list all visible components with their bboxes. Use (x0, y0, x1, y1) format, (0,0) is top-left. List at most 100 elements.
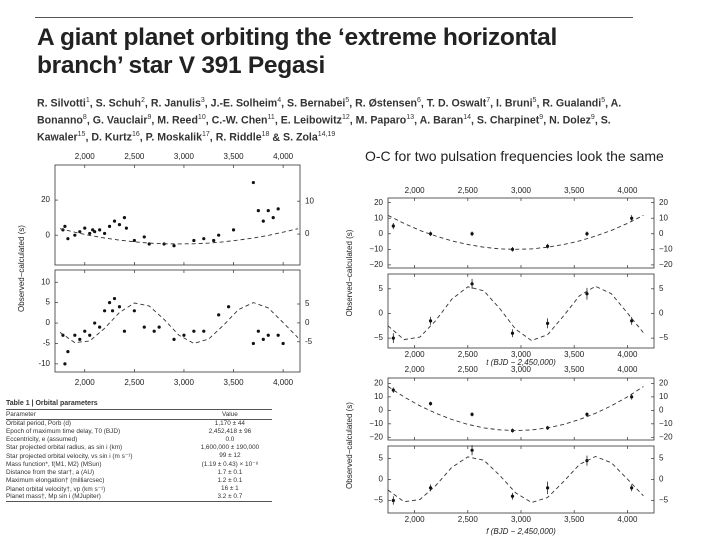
x-tick-label: 4,000 (617, 350, 638, 359)
y2-tick-label: −10 (659, 419, 673, 428)
data-point (98, 228, 102, 232)
author-name: A. Baran (419, 114, 464, 127)
author-name: E. Leibowitz (280, 114, 342, 127)
affiliation: 10 (197, 114, 206, 122)
separator: , (543, 114, 547, 127)
data-point (470, 412, 474, 416)
y-tick-label: −5 (374, 496, 384, 505)
x-tick-label: 3,000 (174, 152, 195, 161)
table-cell: (1.19 ± 0.43) × 10⁻⁸ (201, 461, 259, 469)
data-point (83, 226, 87, 230)
data-point (585, 232, 589, 236)
data-point (256, 209, 260, 213)
data-point (98, 325, 102, 329)
y-tick-label: −5 (374, 333, 384, 342)
data-point (172, 244, 176, 248)
data-point (391, 388, 395, 392)
y-tick-label: 0 (379, 405, 384, 414)
data-point (88, 333, 92, 337)
y-axis-label: Observed−calculated (s) (345, 402, 354, 489)
affiliation: 4 (277, 97, 282, 104)
x-tick-label: 3,000 (511, 350, 532, 359)
y2-tick-label: 20 (659, 379, 668, 388)
affiliation: 9 (590, 114, 595, 122)
data-point (226, 305, 231, 309)
data-point (152, 329, 156, 333)
data-point (122, 216, 127, 220)
data-point (630, 395, 634, 399)
authors: R. Silvotti1, S. Schuh2, R. Janulis3, J.… (37, 94, 637, 145)
y-tick-label: 0 (379, 229, 384, 238)
data-point (428, 232, 433, 236)
data-point (192, 238, 196, 243)
x-tick-label: 2,500 (458, 365, 479, 374)
data-point (66, 350, 70, 354)
data-point (261, 337, 265, 341)
data-point (63, 362, 67, 366)
author-name: G. Vauclair (92, 114, 148, 127)
author-name: M. Paparo (355, 114, 407, 127)
data-point (585, 412, 589, 416)
plot-frame (387, 445, 655, 514)
author-name: P. Moskalik (145, 131, 202, 144)
author-name: D. Kurtz (91, 131, 132, 144)
data-point (510, 331, 515, 335)
x-tick-label: 3,000 (174, 378, 195, 387)
author-name: S. Bernabei (287, 97, 346, 110)
affiliation: 14,19 (317, 131, 336, 139)
x-tick-label: 3,500 (564, 515, 585, 524)
y2-tick-label: −20 (659, 260, 673, 269)
y2-tick-label: 10 (659, 213, 668, 222)
table-row: Epoch of maximum time delay, T0 (BJD) 2,4… (6, 428, 272, 436)
x-tick-label: 2,500 (124, 152, 145, 161)
table-row: Star projected orbital radius, as sin i … (6, 443, 272, 451)
data-point (157, 325, 161, 329)
affiliation: 8 (82, 114, 87, 122)
author-name: R. Østensen (355, 97, 417, 110)
y-tick-label: 5 (379, 454, 384, 463)
table-row: Eccentricity, e (assumed) 0.0 (6, 436, 272, 444)
data-point (112, 219, 117, 223)
y2-tick-label: −5 (659, 496, 669, 505)
title-line: branch’ star V 391 Pegasi (37, 52, 326, 79)
separator: , (605, 97, 609, 110)
data-point (231, 228, 236, 232)
fit-curve (59, 228, 299, 245)
affiliation: 7 (486, 97, 491, 104)
separator: , (209, 131, 213, 144)
data-point (93, 230, 97, 234)
table-row: Planet orbital velocity†, vp (km s⁻¹) 16 … (6, 484, 272, 493)
separator: , (536, 97, 540, 110)
table-cell: Orbital period, Porb (d) (6, 420, 71, 428)
author-name: N. Dolez (549, 114, 591, 127)
x-tick-label: 3,000 (511, 365, 532, 374)
data-point (122, 329, 127, 333)
y-tick-label: 10 (374, 392, 383, 401)
data-point (630, 319, 634, 323)
paper-title: A giant planet orbiting the ‘extreme hor… (37, 24, 557, 80)
affiliation: 18 (261, 131, 270, 139)
separator: , (349, 97, 353, 110)
data-point (107, 301, 112, 305)
x-tick-label: 2,000 (405, 350, 426, 359)
author-name: A. Bonanno (37, 97, 622, 127)
fit-curve (387, 386, 644, 432)
data-point (428, 319, 433, 323)
annotation: O-C for two pulsation frequencies look t… (365, 148, 664, 164)
data-point (251, 180, 255, 185)
x-axis-label: f (BJD − 2,450,000) (486, 527, 556, 536)
table-cell: Eccentricity, e (assumed) (6, 435, 78, 443)
data-point (256, 329, 260, 333)
table-cell: Star projected orbital velocity, vs sin … (6, 452, 133, 460)
data-point (585, 292, 589, 296)
table-cell: 1.7 ± 0.1 (217, 469, 243, 477)
data-point (261, 219, 265, 223)
affiliation: 11 (267, 114, 275, 122)
plot-frame (387, 273, 655, 349)
y-tick-label: 5 (379, 284, 384, 293)
data-point (124, 226, 129, 230)
x-tick-label: 4,000 (617, 186, 638, 195)
y2-tick-label: 0 (659, 229, 664, 238)
table-cell: 1,600,000 ± 190,000 (200, 443, 260, 451)
